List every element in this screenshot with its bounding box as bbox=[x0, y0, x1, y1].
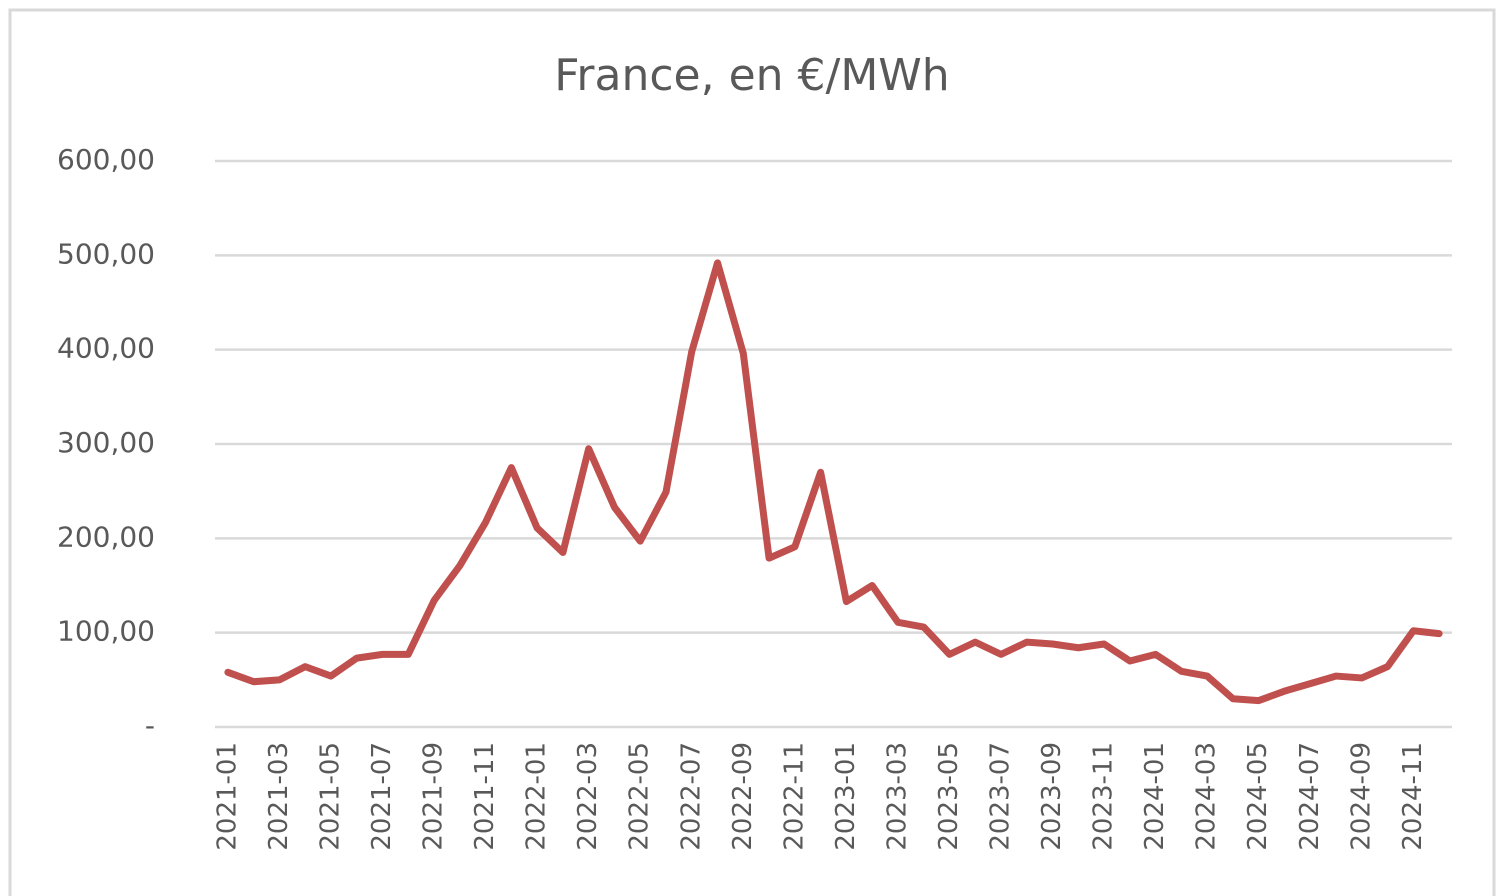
x-tick-label: 2021-07 bbox=[367, 742, 397, 851]
x-tick-label: 2024-07 bbox=[1295, 742, 1325, 851]
chart-title: France, en €/MWh bbox=[554, 50, 949, 101]
x-tick-label: 2021-09 bbox=[419, 742, 449, 851]
y-tick-label: 400,00 bbox=[57, 332, 155, 365]
x-tick-label: 2023-09 bbox=[1037, 742, 1067, 851]
x-tick-label: 2023-01 bbox=[831, 742, 861, 851]
x-tick-label: 2023-03 bbox=[882, 742, 912, 851]
x-tick-label: 2022-03 bbox=[573, 742, 603, 851]
y-tick-label: 100,00 bbox=[57, 615, 155, 648]
y-tick-label: 200,00 bbox=[57, 520, 155, 553]
x-tick-label: 2022-01 bbox=[522, 742, 552, 851]
x-tick-label: 2021-01 bbox=[212, 742, 242, 851]
x-tick-label: 2024-09 bbox=[1346, 742, 1376, 851]
x-tick-label: 2022-07 bbox=[676, 742, 706, 851]
x-tick-label: 2024-01 bbox=[1140, 742, 1170, 851]
y-tick-label: 500,00 bbox=[57, 237, 155, 270]
x-tick-label: 2023-05 bbox=[934, 742, 964, 851]
x-tick-label: 2024-05 bbox=[1243, 742, 1273, 851]
x-tick-label: 2021-05 bbox=[315, 742, 345, 851]
x-tick-label: 2024-11 bbox=[1398, 742, 1428, 851]
y-tick-label: - bbox=[145, 709, 155, 742]
x-tick-label: 2022-05 bbox=[625, 742, 655, 851]
x-tick-label: 2021-03 bbox=[264, 742, 294, 851]
line-series bbox=[224, 259, 1443, 705]
x-tick-label: 2023-07 bbox=[986, 742, 1016, 851]
chart-frame bbox=[8, 8, 1496, 896]
x-tick-label: 2022-09 bbox=[728, 742, 758, 851]
x-tick-label: 2024-03 bbox=[1192, 742, 1222, 851]
x-tick-label: 2021-11 bbox=[470, 742, 500, 851]
x-tick-label: 2022-11 bbox=[779, 742, 809, 851]
y-tick-label: 600,00 bbox=[57, 143, 155, 176]
x-tick-label: 2023-11 bbox=[1089, 742, 1119, 851]
y-tick-label: 300,00 bbox=[57, 426, 155, 459]
